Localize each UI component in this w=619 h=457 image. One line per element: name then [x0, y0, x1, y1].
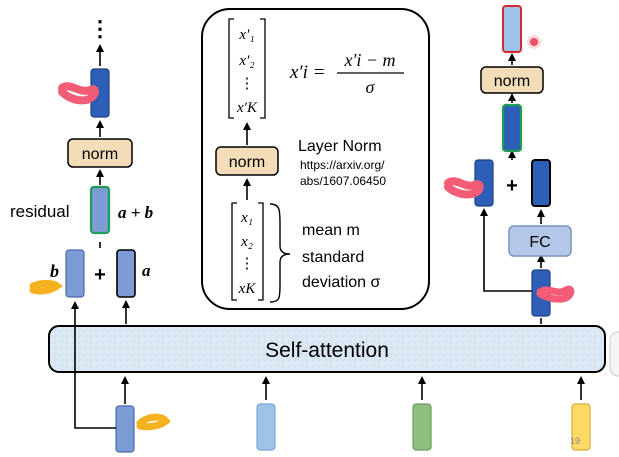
layer-norm-title: Layer Norm	[298, 138, 382, 155]
x-item-4: xK	[238, 281, 257, 297]
norm-label-right: norm	[494, 73, 530, 90]
input-vector-3	[412, 403, 432, 451]
pink-scribble-left	[58, 82, 99, 105]
vector-a	[116, 249, 136, 298]
norm-label-center: norm	[229, 154, 265, 171]
self-attention-label: Self-attention	[265, 339, 389, 362]
orange-scribble-b	[29, 279, 63, 295]
pink-scribble-right-bottom	[536, 285, 575, 303]
norm-box-right	[480, 66, 544, 94]
std-label-line-1: standard	[302, 249, 364, 266]
fc-box	[508, 225, 572, 257]
cropped-edge-shape	[609, 331, 619, 377]
orange-scribble-input	[136, 413, 171, 431]
curly-brace	[269, 203, 291, 303]
sum-expression: a + b	[118, 203, 153, 222]
plus-sign-right: +	[506, 175, 518, 197]
final-output-vector	[502, 5, 522, 53]
xprime-item-2: x′₂	[238, 53, 254, 69]
xprime-bracket-left	[228, 18, 234, 119]
pink-scribble-right-mid	[444, 177, 484, 199]
vector-b	[65, 249, 85, 298]
layer-norm-panel	[201, 8, 430, 310]
input-vector-4	[571, 403, 591, 451]
norm-box-left	[67, 138, 133, 168]
formula-denominator: σ	[366, 77, 376, 97]
paper-url-line-2: abs/1607.06450	[300, 174, 386, 188]
xprime-item-1: x′₁	[238, 27, 254, 43]
input-vector-1	[115, 405, 135, 453]
x-item-3: ⋮	[240, 256, 255, 272]
x-bracket-right	[258, 202, 264, 301]
x-item-2: x₂	[240, 234, 253, 250]
fc-output-vector	[531, 159, 551, 207]
xprime-item-4: x′K	[236, 100, 258, 116]
pointer-dot	[530, 38, 538, 46]
std-label-line-2: deviation σ	[302, 274, 380, 291]
skip-connection-left	[71, 301, 116, 429]
self-attention-block	[48, 325, 606, 373]
xprime-bracket-right	[260, 18, 266, 119]
xprime-item-3: ⋮	[240, 76, 255, 92]
x-bracket-left	[231, 202, 237, 301]
paper-url-line-1: https://arxiv.org/	[300, 158, 385, 172]
norm-box-center	[215, 146, 279, 176]
pointer-dot-glow	[527, 35, 541, 49]
formula-lhs: x′i =	[289, 62, 325, 83]
norm-label-left: norm	[82, 146, 118, 163]
right-residual-vector	[501, 103, 523, 153]
label-b: b	[50, 261, 59, 281]
fc-label: FC	[529, 234, 550, 251]
skip-connection-right	[480, 208, 532, 292]
formula-numerator: x′i − m	[343, 50, 395, 70]
mean-label: mean m	[302, 222, 360, 239]
ellipsis-left: ⋮	[89, 16, 111, 41]
plus-sign-left: +	[94, 264, 106, 286]
residual-vector	[89, 185, 111, 235]
input-vector-2	[256, 403, 276, 451]
label-a: a	[142, 261, 151, 280]
x-item-1: x₁	[240, 210, 253, 226]
page-number: 19	[570, 436, 580, 446]
residual-label: residual	[10, 202, 70, 221]
